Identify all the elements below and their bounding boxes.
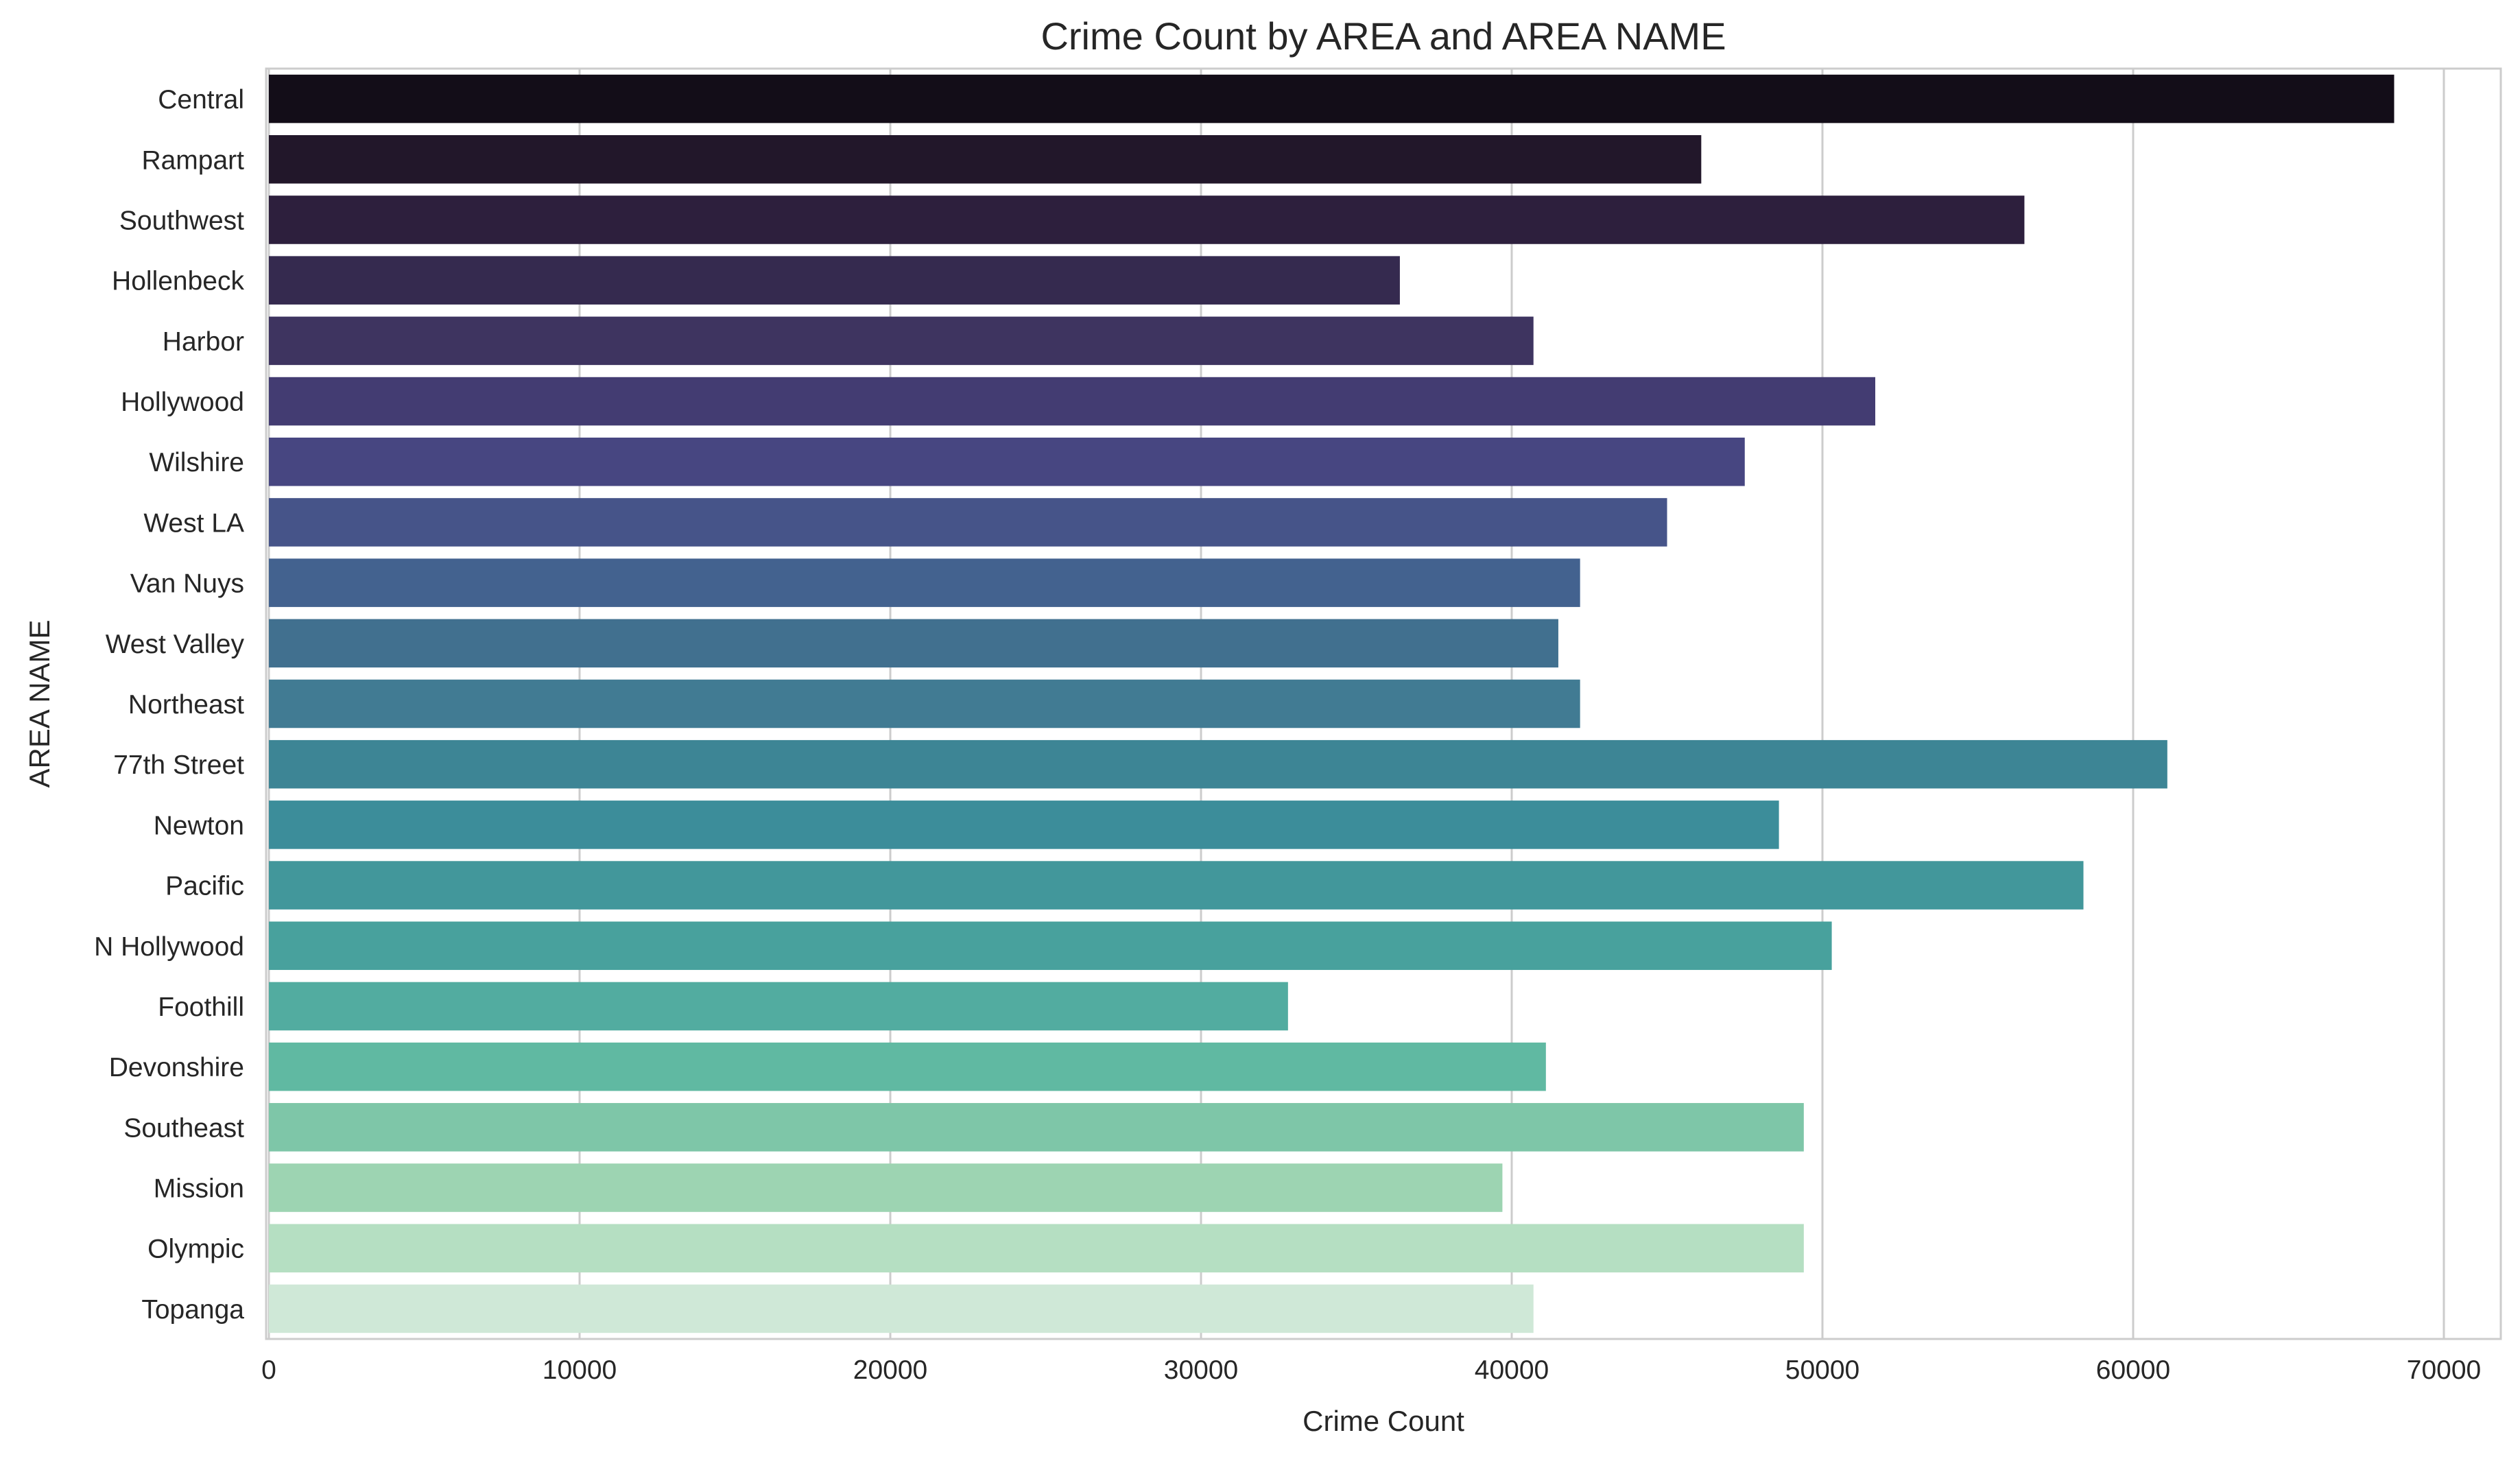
y-tick-label: Southeast [123,1113,244,1143]
bar [269,861,2084,910]
bar [269,437,1745,486]
x-tick-label: 10000 [543,1355,617,1385]
x-tick-label: 70000 [2407,1355,2481,1385]
bar [269,921,1832,971]
bar [269,135,1702,184]
y-tick-label: Rampart [141,145,244,175]
bar [269,739,2167,789]
y-tick-label: West Valley [106,630,245,659]
bar [269,982,1288,1031]
bar [269,1103,1804,1152]
y-tick-label: Hollywood [121,388,244,417]
bar [269,316,1534,366]
bar [269,1284,1534,1333]
bar [269,800,1779,849]
y-tick-labels: Central Rampart Southwest Hollenbeck Harbor H… [94,85,244,1325]
y-tick-label: Southwest [119,206,244,235]
y-tick-label: Pacific [165,872,244,901]
bar [269,74,2394,123]
y-tick-label: Mission [154,1174,244,1204]
y-tick-label: Olympic [147,1235,244,1264]
bar [269,558,1580,607]
y-tick-label: Topanga [141,1295,244,1325]
bar [269,1042,1546,1091]
bar [269,256,1400,305]
y-tick-label: Newton [154,811,244,840]
x-tick-label: 0 [261,1355,276,1385]
y-tick-label: Wilshire [149,448,244,477]
x-tick-label: 60000 [2096,1355,2170,1385]
bar [269,377,1876,426]
y-tick-label: Harbor [163,327,244,357]
y-tick-label: West LA [143,508,244,538]
y-tick-label: Devonshire [109,1053,244,1082]
y-tick-label: Northeast [128,690,244,720]
bar [269,195,2025,244]
y-tick-label: Central [158,85,244,115]
y-tick-label: 77th Street [113,750,244,780]
bars [269,74,2394,1333]
x-tick-label: 40000 [1475,1355,1549,1385]
y-tick-label: Van Nuys [130,569,244,599]
x-tick-label: 30000 [1164,1355,1238,1385]
x-tick-labels: 0 10000 20000 30000 40000 50000 60000 70000 [261,1355,2481,1385]
bar [269,1163,1503,1212]
bar [269,1224,1804,1272]
x-tick-label: 20000 [853,1355,927,1385]
y-axis-label: AREA NAME [23,619,56,787]
plot-frame [265,67,2502,1340]
bar [269,679,1580,728]
bar [269,619,1558,668]
chart-title: Crime Count by AREA and AREA NAME [1041,14,1726,58]
bar [269,498,1667,547]
y-tick-label: Hollenbeck [112,267,244,296]
y-tick-label: N Hollywood [94,932,244,962]
x-tick-label: 50000 [1785,1355,1859,1385]
x-axis-label: Crime Count [1303,1405,1464,1437]
y-tick-label: Foothill [158,993,244,1022]
